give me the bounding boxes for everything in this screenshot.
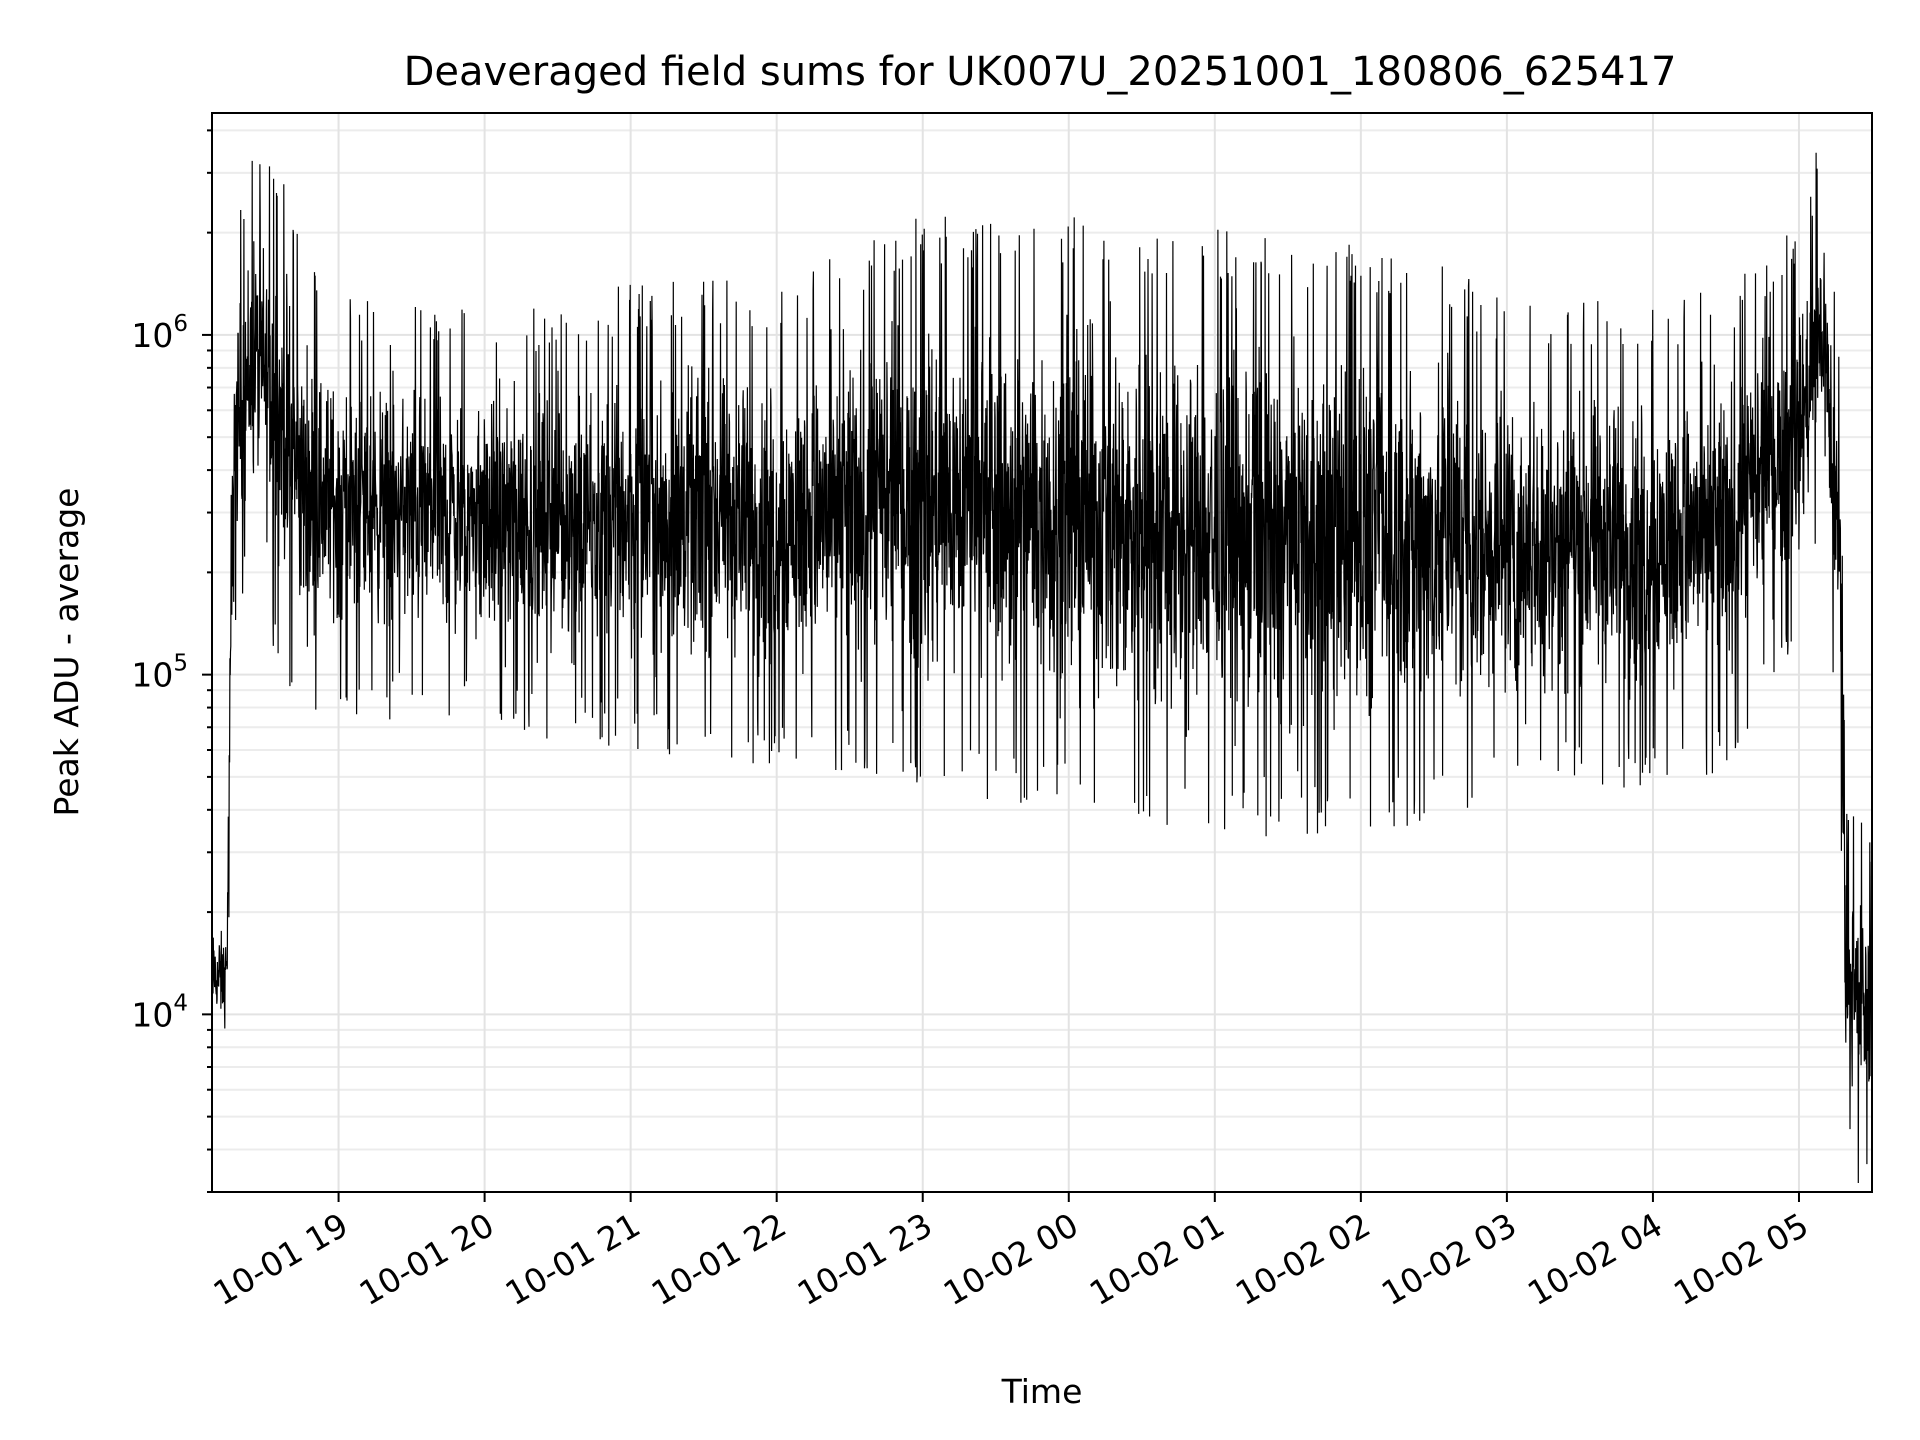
grid — [212, 113, 1872, 1193]
y-tick-label: 106 — [131, 311, 188, 355]
x-tick-label: 10-02 03 — [1375, 1205, 1523, 1313]
x-tick-label: 10-01 20 — [353, 1205, 501, 1313]
y-axis: 104 105 106 — [131, 129, 212, 1193]
x-tick-label: 10-01 22 — [645, 1205, 793, 1313]
y-tick-label: 104 — [131, 990, 188, 1034]
chart-title: Deaveraged field sums for UK007U_2025100… — [404, 49, 1677, 95]
x-tick-label: 10-02 05 — [1667, 1205, 1815, 1313]
y-tick-label: 105 — [131, 651, 188, 695]
x-tick-label: 10-02 04 — [1521, 1205, 1669, 1313]
x-tick-label: 10-02 02 — [1229, 1205, 1377, 1313]
x-tick-label: 10-01 21 — [499, 1205, 647, 1313]
x-tick-label: 10-02 01 — [1083, 1205, 1231, 1313]
series — [211, 152, 1873, 1184]
series-line — [211, 152, 1873, 1184]
x-axis-label: Time — [1001, 1372, 1083, 1411]
x-tick-label: 10-02 00 — [937, 1205, 1085, 1313]
plot-frame — [211, 112, 1873, 1193]
x-tick-label: 10-01 23 — [791, 1205, 939, 1313]
x-tick-label: 10-01 19 — [207, 1205, 355, 1313]
y-axis-label: Peak ADU - average — [47, 488, 86, 817]
